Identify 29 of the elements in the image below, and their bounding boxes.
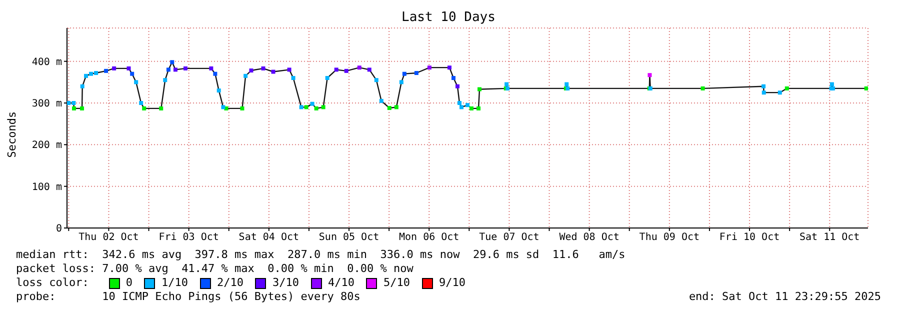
x-tick-label: Sat 04 Oct (238, 232, 300, 244)
text: packet loss: 7.00 % avg 41.47 % max 0.00 % min 0.00 % now (16, 262, 414, 276)
text: probe: 10 ICMP Echo Pings (56 Bytes) every 80s (16, 290, 362, 304)
y-tick-label: 300 m (32, 98, 62, 110)
x-tick-label: Thu 02 Oct (78, 232, 139, 244)
text: median rtt: 342.6 ms avg 397.8 ms max 287.0 ms min 336.0 ms now 29.6 ms sd 11.6 am/s (16, 248, 626, 262)
legend-label: 2/10 (216, 276, 244, 290)
x-tick-label: Thu 09 Oct (639, 232, 700, 244)
legend-label: 1/10 (161, 276, 188, 290)
legend-label: 9/10 (438, 276, 466, 290)
y-tick-label: 200 m (32, 140, 62, 152)
text: end: Sat Oct 11 23:29:55 2025 (688, 290, 881, 303)
legend-label: 0 (126, 276, 132, 290)
y-tick-label: 0 (56, 224, 62, 235)
x-tick-label: Mon 06 Oct (399, 232, 460, 244)
chart-title: Last 10 Days (400, 10, 496, 25)
y-tick-label: 400 m (32, 56, 62, 68)
legend-label: 4/10 (328, 276, 354, 290)
y-tick-label: 100 m (32, 182, 62, 193)
x-tick-label: Wed 08 Oct (559, 232, 620, 244)
x-tick-label: Fri 10 Oct (719, 232, 780, 244)
x-tick-label: Tue 07 Oct (479, 232, 540, 244)
legend-label: 3/10 (272, 276, 299, 290)
y-axis-title: Seconds (6, 110, 18, 160)
legend-label: 5/10 (383, 276, 410, 290)
x-tick-label: Sun 05 Oct (318, 232, 380, 244)
x-tick-label: Fri 03 Oct (158, 232, 219, 244)
legend-title: loss color: (16, 276, 89, 290)
x-tick-label: Sat 11 Oct (800, 232, 860, 244)
